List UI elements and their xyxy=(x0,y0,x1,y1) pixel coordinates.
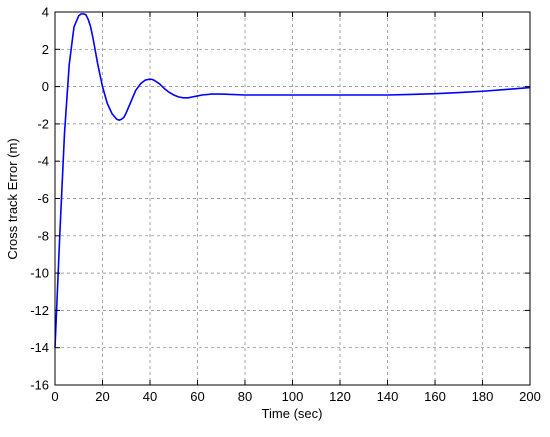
y-tick-label: -10 xyxy=(30,266,49,281)
x-axis-label: Time (sec) xyxy=(262,406,323,421)
x-tick-label: 140 xyxy=(377,389,399,404)
x-tick-label: 200 xyxy=(519,389,541,404)
grid-lines xyxy=(55,12,530,385)
y-tick-label: -2 xyxy=(37,116,49,131)
x-tick-label: 100 xyxy=(282,389,304,404)
x-tick-label: 40 xyxy=(143,389,157,404)
y-tick-label: 4 xyxy=(42,5,49,20)
x-tick-label: 160 xyxy=(424,389,446,404)
y-axis-label: Cross track Error (m) xyxy=(5,138,20,259)
x-tick-label: 60 xyxy=(190,389,204,404)
y-tick-labels: -16 -14 -12 -10 -8 -6 -4 -2 0 2 4 xyxy=(30,5,49,393)
y-tick-label: 0 xyxy=(42,79,49,94)
x-tick-labels: 0 20 40 60 80 100 120 140 160 180 200 xyxy=(51,389,540,404)
x-tick-label: 0 xyxy=(51,389,58,404)
series-line-0 xyxy=(54,13,531,348)
y-tick-label: -12 xyxy=(30,303,49,318)
series-layer xyxy=(54,13,531,348)
y-tick-label: 2 xyxy=(42,42,49,57)
y-tick-label: -8 xyxy=(37,228,49,243)
x-tick-label: 20 xyxy=(95,389,109,404)
x-tick-label: 120 xyxy=(329,389,351,404)
y-tick-label: -14 xyxy=(30,340,49,355)
y-tick-label: -6 xyxy=(37,191,49,206)
y-tick-label: -16 xyxy=(30,378,49,393)
x-tick-label: 80 xyxy=(238,389,252,404)
y-tick-label: -4 xyxy=(37,154,49,169)
x-tick-label: 180 xyxy=(472,389,494,404)
axis-ticks xyxy=(54,11,531,386)
